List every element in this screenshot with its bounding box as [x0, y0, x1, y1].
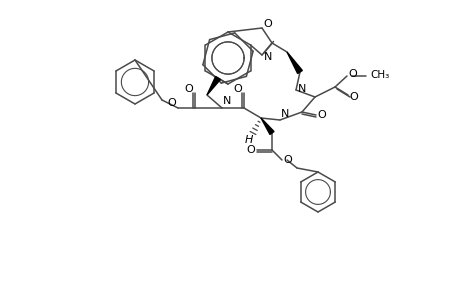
- Text: H: H: [244, 135, 252, 145]
- Text: O: O: [233, 84, 242, 94]
- Text: O: O: [184, 84, 193, 94]
- Text: N: N: [222, 96, 231, 106]
- Polygon shape: [286, 52, 302, 74]
- Text: O: O: [263, 19, 272, 29]
- Polygon shape: [207, 76, 220, 95]
- Text: O: O: [349, 92, 358, 102]
- Text: O: O: [283, 155, 292, 165]
- Text: N: N: [280, 109, 289, 119]
- Text: N: N: [263, 52, 272, 62]
- Text: N: N: [297, 84, 306, 94]
- Text: O: O: [317, 110, 326, 120]
- Text: O: O: [246, 145, 255, 155]
- Text: O: O: [167, 98, 176, 108]
- Text: CH₃: CH₃: [369, 70, 389, 80]
- Text: O: O: [348, 69, 357, 79]
- Polygon shape: [260, 118, 274, 134]
